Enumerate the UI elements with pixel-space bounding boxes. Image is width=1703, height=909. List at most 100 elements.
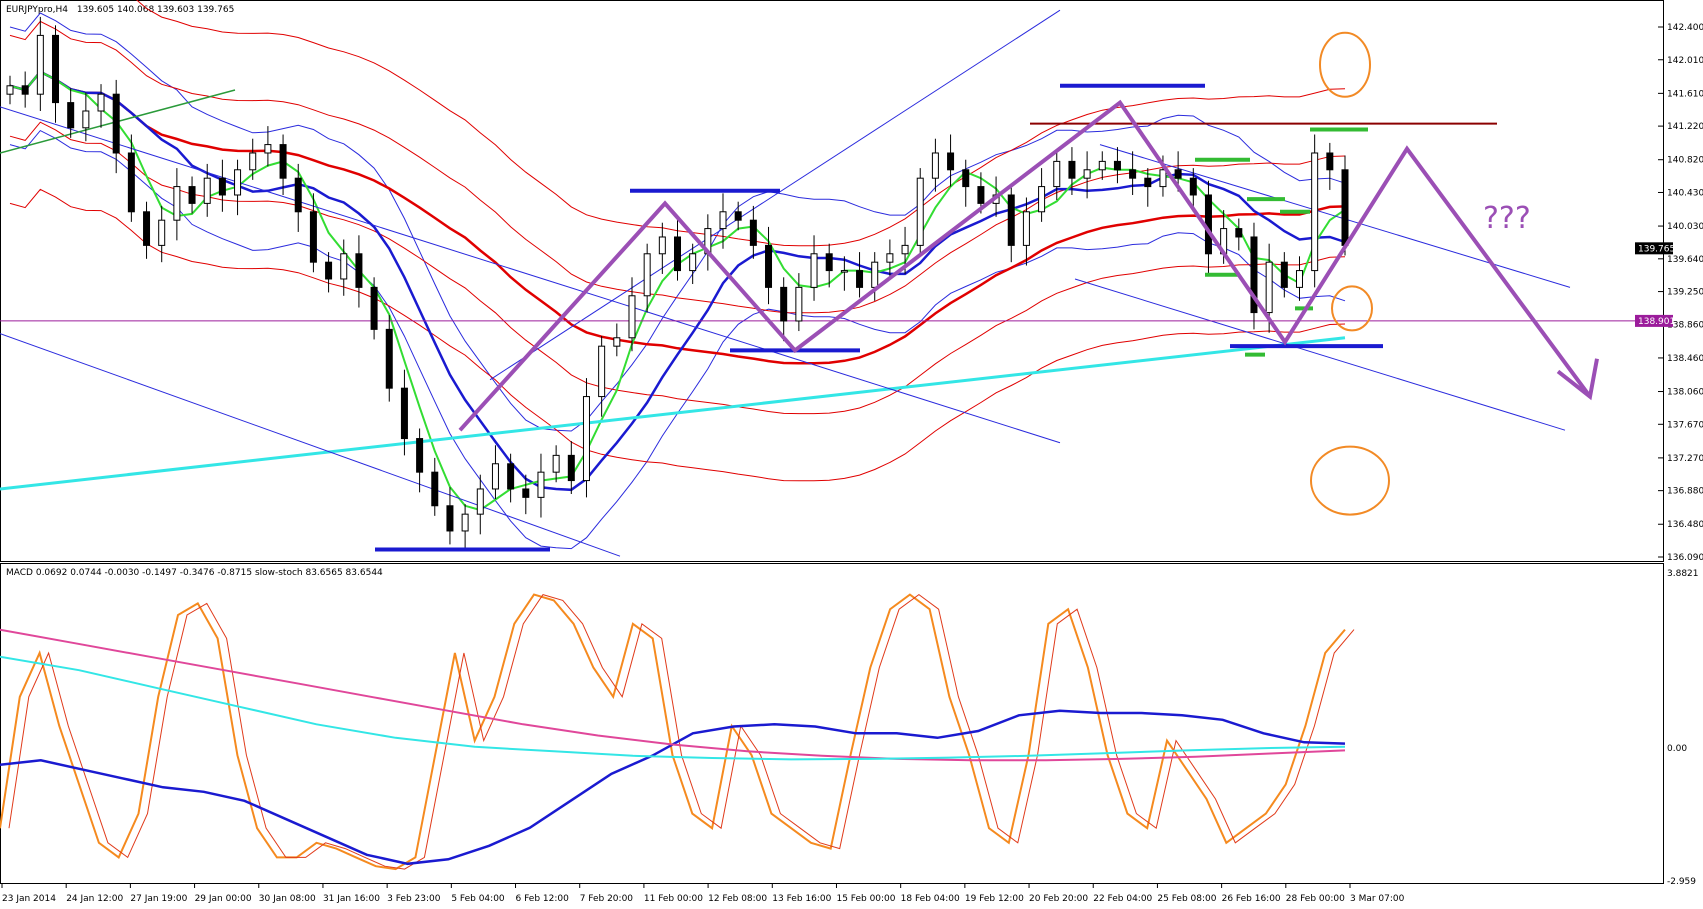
time-tick-label: 13 Feb 16:00	[772, 894, 831, 904]
indicator-header: MACD 0.0692 0.0744 -0.0030 -0.1497 -0.34…	[6, 568, 383, 578]
bull-candle	[1083, 169, 1091, 179]
channel-line	[0, 333, 621, 557]
bull-candle	[461, 513, 469, 532]
price-tick-label: 142.010	[1667, 56, 1703, 66]
price-tick-label: 138.860	[1667, 320, 1703, 330]
ma-cyan-line	[0, 336, 1346, 491]
price-tick-label: 136.090	[1667, 553, 1703, 563]
current-price-tag	[1635, 242, 1673, 255]
bear-candle	[446, 505, 454, 532]
time-tick-label: 25 Feb 08:00	[1157, 894, 1216, 904]
price-tick-label: 136.480	[1667, 520, 1703, 530]
time-tick-label: 19 Feb 12:00	[965, 894, 1024, 904]
bear-candle	[21, 85, 29, 95]
bull-candle	[97, 93, 105, 112]
bear-candle	[1144, 177, 1152, 188]
time-tick-label: 30 Jan 08:00	[259, 894, 316, 904]
upper-band-line	[9, 12, 1346, 432]
bear-candle	[309, 211, 317, 263]
current-price-tag-label: 139.765	[1638, 244, 1675, 254]
chart-header: EURJPYpro,H4 139.605 140.068 139.603 139…	[6, 5, 234, 15]
channel-line	[489, 9, 1061, 381]
bear-candle	[355, 253, 363, 288]
bear-candle	[522, 488, 530, 498]
bear-candle	[294, 177, 302, 213]
stoch-signal-line	[8, 593, 1355, 870]
bear-candle	[1174, 169, 1182, 179]
annotations	[375, 31, 1599, 552]
bull-candle	[1265, 261, 1273, 314]
time-tick-label: 5 Feb 04:00	[451, 894, 505, 904]
time-tick-label: 11 Feb 00:00	[644, 894, 703, 904]
bear-candle	[143, 211, 151, 246]
time-tick-label: 12 Feb 08:00	[708, 894, 767, 904]
bull-candle	[158, 219, 166, 246]
envelope-inner-lower-line	[9, 121, 1346, 415]
pattern-zigzag	[458, 99, 1592, 432]
bull-candle	[234, 169, 242, 196]
price-tick-label: 139.250	[1667, 288, 1703, 298]
time-tick-label: 31 Jan 16:00	[323, 894, 380, 904]
symbol-timeframe: EURJPYpro,H4	[6, 5, 68, 15]
price-axis: 142.400 142.010 141.610 141.220 140.820 140.4…	[1658, 23, 1703, 563]
time-tick-label: 27 Jan 19:00	[130, 894, 187, 904]
candles	[6, 16, 1349, 548]
bull-candle	[901, 244, 909, 255]
bull-candle	[1053, 160, 1061, 188]
highlight-circle	[1319, 31, 1371, 98]
bear-candle	[431, 471, 439, 507]
bear-candle	[325, 261, 333, 280]
time-tick-label: 18 Feb 04:00	[901, 894, 960, 904]
time-tick-label: 3 Mar 07:00	[1350, 894, 1405, 904]
bear-candle	[1113, 160, 1121, 171]
bull-candle	[1295, 270, 1303, 288]
bear-candle	[1129, 169, 1137, 179]
bull-candle	[203, 177, 211, 204]
bull-candle	[476, 488, 484, 515]
bull-candle	[916, 177, 924, 246]
price-tick-label: 140.030	[1667, 222, 1703, 232]
time-tick-label: 15 Feb 00:00	[836, 894, 895, 904]
indicator-panel	[0, 563, 1664, 884]
envelope-lower-line	[9, 188, 1346, 482]
bull-candle	[173, 186, 181, 221]
bull-candle	[1311, 152, 1319, 272]
bull-candle	[582, 396, 590, 482]
bear-candle	[749, 219, 757, 246]
price-tick-label: 140.820	[1667, 156, 1703, 166]
bull-candle	[264, 144, 272, 154]
bull-candle	[552, 454, 560, 473]
bull-candle	[6, 85, 14, 95]
bear-candle	[734, 211, 742, 221]
time-axis: 23 Jan 2014 24 Jan 12:00 27 Jan 19:00 29 Ja…	[1, 884, 1405, 904]
macd-ma-line	[0, 655, 1346, 761]
bear-candle	[962, 169, 970, 188]
bear-candle	[1068, 160, 1076, 179]
bull-candle	[340, 253, 348, 280]
bear-candle	[1189, 177, 1197, 196]
bull-candle	[1038, 186, 1046, 213]
bear-candle	[67, 102, 75, 129]
bull-candle	[795, 286, 803, 322]
bear-candle	[127, 152, 135, 213]
channel-line	[0, 106, 1061, 444]
price-tick-label: 136.880	[1667, 487, 1703, 497]
bear-candle	[1326, 152, 1334, 171]
bull-candle	[628, 295, 636, 339]
bull-candle	[840, 270, 848, 273]
bear-candle	[400, 387, 408, 440]
indicator-lines: 3.8821 0.00 -2.959	[0, 569, 1699, 887]
bear-candle	[52, 34, 60, 104]
bull-candle	[931, 152, 939, 179]
bear-candle	[112, 93, 120, 154]
time-tick-label: 7 Feb 20:00	[580, 894, 634, 904]
bear-candle	[507, 463, 515, 490]
envelope-inner-upper-line	[9, 20, 1346, 314]
bear-candle	[416, 438, 424, 473]
bear-candle	[1280, 261, 1288, 288]
bull-candle	[658, 236, 666, 255]
bull-candle	[537, 471, 545, 498]
bull-candle	[1098, 160, 1106, 171]
ohlc-values: 139.605 140.068 139.603 139.765	[77, 5, 234, 15]
